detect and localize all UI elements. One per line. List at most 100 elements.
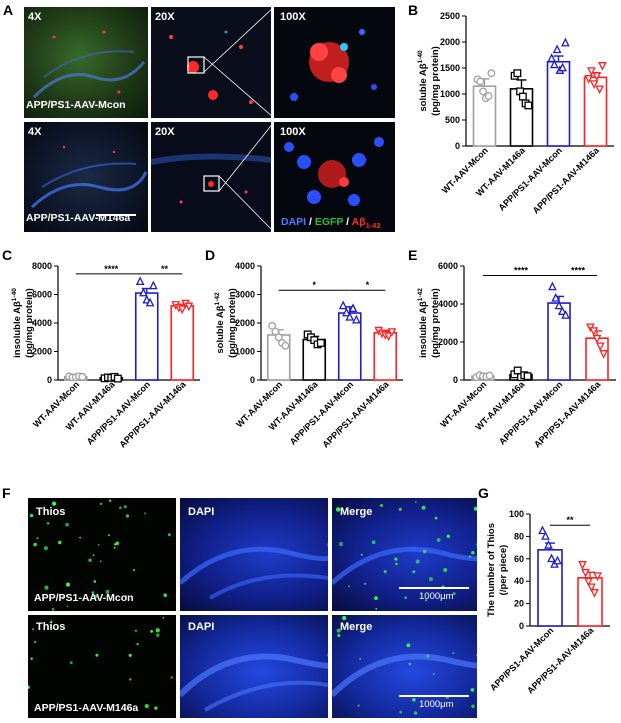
data-point	[590, 589, 599, 598]
thios-dot	[99, 560, 102, 563]
micrograph-a-20x-m146a: 20X	[151, 122, 271, 232]
y-axis-label: insoluble Aβ1-42	[417, 288, 429, 358]
mag-label: 4X	[28, 126, 42, 138]
group-label-mcon: APP/PS1-AAV-Mcon	[34, 592, 134, 604]
thios-dot	[97, 544, 100, 546]
thios-dots	[28, 616, 173, 710]
column-label: DAPI	[188, 506, 215, 518]
thios-dot	[105, 589, 110, 594]
group-label-m146a: APP/PS1-AAV-M146a	[34, 702, 139, 714]
data-point	[578, 561, 587, 570]
scale-text: 1000μm	[419, 591, 454, 602]
x-tick-label: APP/PS1-AAV-M146a	[320, 379, 391, 450]
thios-dot	[412, 698, 416, 702]
thios-dot	[426, 654, 430, 658]
thios-dot	[46, 521, 50, 525]
data-point	[274, 333, 283, 342]
y-axis-label: The number of Thios	[486, 523, 497, 617]
data-point	[598, 62, 607, 71]
y-axis-label: (pg/mg protein)	[430, 46, 441, 116]
thios-dot	[446, 534, 450, 538]
y-tick-label: 1000	[235, 347, 255, 357]
mag-label: 100X	[280, 11, 306, 23]
data-point	[551, 292, 561, 302]
y-axis-label: (pg/mg protein)	[430, 288, 441, 358]
micrograph-f-thios-mcon: Thios	[28, 498, 176, 611]
thios-dot	[38, 596, 41, 599]
zoom-connector-lines	[203, 6, 275, 233]
stain-legend: DAPI / EGFP / Aβ1-42	[281, 216, 381, 230]
panel-label-f: F	[2, 485, 11, 501]
significance-label: ****	[514, 266, 529, 276]
thios-dot	[69, 661, 73, 664]
thios-dot	[421, 505, 426, 510]
bar	[546, 60, 571, 147]
y-tick-label: 4000	[235, 261, 255, 271]
hippocampus-outline	[30, 145, 148, 209]
panel-label-g: G	[478, 485, 489, 501]
data-point	[113, 374, 122, 383]
thios-dot	[406, 643, 411, 648]
thios-dot	[31, 628, 35, 631]
y-axis-label: (pg/mg protein)	[227, 288, 238, 358]
y-tick-label: 6000	[438, 261, 458, 271]
data-point	[558, 62, 567, 72]
significance-label: ****	[104, 264, 119, 274]
thios-dot	[79, 536, 81, 539]
thios-dot	[342, 615, 347, 621]
thios-dot	[335, 507, 341, 512]
plaque-closeup	[290, 29, 377, 101]
thios-dot	[413, 711, 418, 715]
x-tick-label: APP/PS1-AAV-M146a	[117, 379, 188, 450]
y-tick-label: 2000	[235, 318, 255, 328]
data-point	[595, 342, 605, 352]
thios-dot	[29, 513, 34, 518]
thios-dot	[154, 706, 158, 710]
thios-dot	[58, 540, 62, 545]
legend-dapi: DAPI	[281, 216, 307, 228]
thios-dot	[380, 504, 383, 507]
thios-dot	[468, 555, 472, 558]
thios-dot	[88, 558, 92, 562]
y-tick-label: 20	[514, 599, 524, 609]
chart-c: 0 2000 4000 6000 8000 insoluble Aβ1-40 (pg/mg …	[11, 261, 200, 450]
thios-dot	[473, 506, 477, 511]
column-label: DAPI	[188, 621, 215, 633]
thios-dot	[115, 541, 120, 546]
y-axis-label: insoluble Aβ1-40	[11, 288, 23, 358]
thios-dot	[50, 620, 53, 623]
thios-dot	[434, 516, 438, 520]
x-tick-label: APP/PS1-AAV-M146a	[525, 625, 596, 696]
data-point	[281, 341, 290, 350]
y-tick-label: 1500	[440, 63, 460, 73]
scale-bar	[96, 214, 136, 216]
micrograph-a-4x-m146a: 4X	[24, 122, 148, 232]
mag-label: 20X	[155, 126, 175, 138]
thios-dot	[471, 551, 475, 555]
plaque-field	[169, 30, 253, 104]
thios-dot	[93, 580, 97, 583]
thios-dot	[339, 542, 343, 546]
thios-dot	[108, 499, 112, 502]
data-point	[348, 303, 358, 313]
panel-label-d: D	[205, 247, 216, 263]
merge-overlay	[332, 615, 477, 715]
data-point	[487, 69, 496, 78]
data-point	[479, 87, 488, 96]
micrograph-a-4x-mcon: 4X	[24, 7, 148, 118]
thios-dot	[136, 643, 139, 646]
thios-dot	[374, 596, 378, 600]
thios-dot	[162, 616, 165, 619]
data-point	[139, 287, 148, 297]
significance-label: **	[566, 515, 574, 525]
thios-dot	[30, 657, 33, 660]
data-point	[351, 314, 361, 324]
y-axis-label: soluble Aβ1-40	[417, 50, 429, 112]
thios-dot	[395, 562, 398, 566]
thios-dot	[371, 540, 376, 544]
data-point	[484, 92, 493, 101]
thios-dot	[168, 533, 171, 537]
data-point	[387, 328, 397, 337]
micrograph-a-100x-mcon: 100X	[274, 7, 395, 118]
thios-dot	[144, 512, 146, 515]
